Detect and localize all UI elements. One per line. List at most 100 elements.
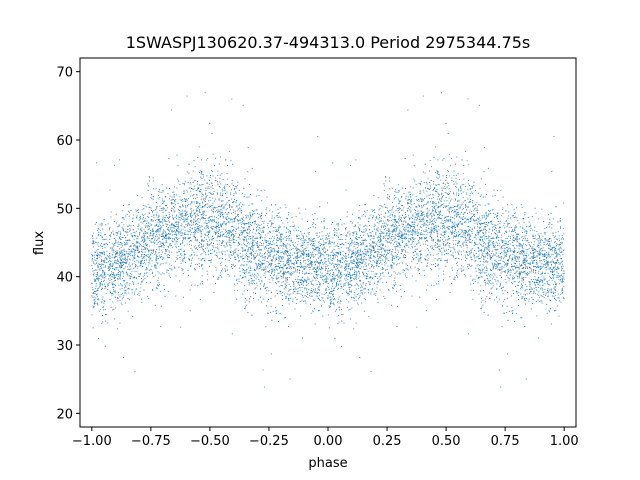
data-point xyxy=(297,254,299,256)
data-point xyxy=(309,259,311,261)
data-point xyxy=(283,252,284,254)
data-point xyxy=(123,254,125,256)
data-point xyxy=(206,231,208,233)
data-point xyxy=(414,249,416,251)
data-point xyxy=(243,230,245,231)
data-point xyxy=(173,228,175,230)
data-point xyxy=(341,265,343,267)
data-point xyxy=(249,231,251,233)
data-point xyxy=(436,246,438,248)
data-point xyxy=(97,277,99,279)
data-point xyxy=(98,228,100,230)
data-point xyxy=(120,255,122,256)
data-point xyxy=(194,269,196,271)
data-point xyxy=(136,217,137,219)
data-point xyxy=(168,187,170,189)
data-point xyxy=(294,270,296,272)
data-point xyxy=(115,260,117,262)
data-point xyxy=(313,245,315,247)
data-point xyxy=(222,240,224,242)
data-point xyxy=(293,224,295,226)
data-point xyxy=(310,261,312,263)
data-point xyxy=(122,280,124,282)
data-point xyxy=(283,244,285,246)
data-point xyxy=(221,231,223,233)
data-point xyxy=(250,253,252,255)
data-point xyxy=(314,263,316,265)
data-point xyxy=(257,265,259,267)
data-point xyxy=(232,185,234,186)
data-point xyxy=(167,254,169,255)
data-point xyxy=(120,252,122,254)
data-point xyxy=(277,256,279,258)
data-point xyxy=(317,287,319,289)
data-point xyxy=(318,257,320,259)
data-point xyxy=(115,285,116,287)
data-point xyxy=(102,315,103,317)
data-point xyxy=(152,235,154,237)
data-point xyxy=(149,254,151,256)
data-point xyxy=(121,298,123,300)
data-point xyxy=(192,194,194,196)
data-point xyxy=(134,266,136,268)
data-point xyxy=(125,286,127,288)
data-point xyxy=(195,224,197,226)
data-point xyxy=(139,291,141,293)
data-point xyxy=(133,214,135,216)
data-point xyxy=(325,252,327,254)
data-point xyxy=(145,226,146,228)
data-point xyxy=(260,262,262,264)
data-point xyxy=(430,185,431,187)
data-point xyxy=(239,219,241,221)
data-point xyxy=(172,234,174,236)
data-point xyxy=(91,286,93,288)
data-point xyxy=(243,219,245,221)
data-point xyxy=(201,225,203,227)
data-point xyxy=(270,250,272,252)
data-point xyxy=(134,248,136,250)
data-point xyxy=(212,188,214,189)
data-point xyxy=(137,256,138,258)
data-point xyxy=(336,309,338,311)
data-point xyxy=(99,286,101,288)
data-point xyxy=(103,244,105,246)
data-point xyxy=(132,281,133,283)
data-point xyxy=(263,286,265,287)
data-point xyxy=(209,206,211,208)
data-point xyxy=(237,215,239,217)
data-point xyxy=(307,264,309,265)
data-point xyxy=(303,254,305,256)
data-point xyxy=(154,254,156,256)
data-point xyxy=(196,210,198,212)
data-point xyxy=(141,249,143,251)
data-point xyxy=(126,242,128,244)
data-point xyxy=(158,282,160,284)
data-point xyxy=(108,278,110,280)
data-point xyxy=(448,239,450,241)
data-point xyxy=(286,251,288,253)
data-point xyxy=(195,220,197,222)
data-point xyxy=(142,265,144,267)
data-point xyxy=(311,253,313,255)
data-point xyxy=(173,226,175,228)
data-point xyxy=(269,252,271,254)
data-point xyxy=(320,256,322,258)
data-point xyxy=(271,268,273,270)
data-point xyxy=(300,254,302,256)
data-point xyxy=(271,235,273,237)
data-point xyxy=(135,209,137,211)
data-point xyxy=(489,240,491,242)
data-point xyxy=(208,231,210,233)
data-point xyxy=(138,219,140,221)
data-point xyxy=(94,279,96,281)
data-point xyxy=(159,256,161,258)
data-point xyxy=(175,247,177,249)
data-point xyxy=(157,239,159,241)
data-point xyxy=(305,302,307,304)
data-point xyxy=(260,283,262,285)
data-point xyxy=(198,242,200,243)
data-point xyxy=(411,245,413,247)
data-point xyxy=(213,219,215,221)
data-point xyxy=(141,302,143,304)
data-point xyxy=(160,326,162,327)
